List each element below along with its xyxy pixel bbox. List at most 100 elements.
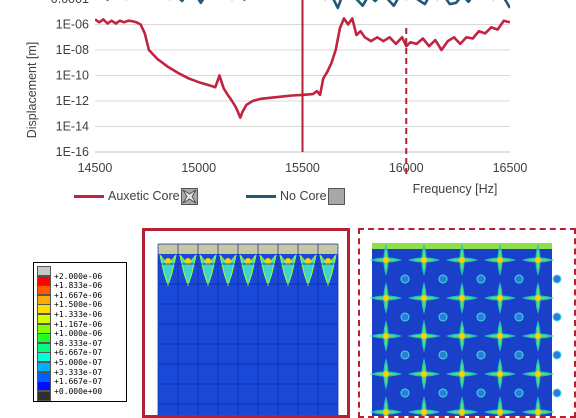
no-core-hotspot bbox=[497, 371, 503, 377]
frequency-markers bbox=[301, 0, 408, 178]
no-core-node bbox=[514, 312, 524, 322]
no-core-hotspot bbox=[383, 295, 389, 301]
colorbar-label: +1.667e-07 bbox=[54, 377, 103, 387]
colorbar-label: +5.000e-07 bbox=[54, 357, 103, 367]
no-core-hotspot bbox=[459, 257, 465, 263]
x-tick-label: 14500 bbox=[78, 161, 113, 175]
chart-legend: Auxetic Core No Core bbox=[74, 184, 374, 208]
colorbar-swatch bbox=[37, 275, 51, 286]
colorbar-label: +1.833e-06 bbox=[54, 281, 103, 291]
no-core-mode-lobe bbox=[483, 243, 517, 277]
no-core-node bbox=[514, 274, 524, 284]
colorbar-entry: +1.500e-06 bbox=[37, 294, 102, 309]
no-core-node bbox=[400, 388, 410, 398]
no-core-mode-lobe bbox=[445, 319, 479, 353]
no-core-node bbox=[476, 388, 486, 398]
colorbar-label: +6.667e-07 bbox=[54, 348, 103, 358]
colorbar-label: +3.333e-07 bbox=[54, 367, 103, 377]
colorbar-swatch bbox=[37, 342, 51, 353]
series-layer bbox=[95, 0, 510, 119]
no-core-mode-lobe bbox=[445, 243, 479, 277]
legend-line-auxetic bbox=[74, 194, 104, 198]
solid-core-icon bbox=[327, 187, 345, 205]
auxetic-top-surface bbox=[158, 244, 338, 254]
no-core-mode-lobe bbox=[369, 357, 403, 391]
no-core-hotspot bbox=[535, 409, 541, 415]
no-core-hotspot bbox=[535, 371, 541, 377]
no-core-mode-lobe bbox=[445, 281, 479, 315]
no-core-node bbox=[438, 388, 448, 398]
colorbar-entry: +2.000e-06 bbox=[37, 266, 102, 281]
colorbar-entry: +6.667e-07 bbox=[37, 342, 102, 357]
colorbar-swatch bbox=[37, 304, 51, 315]
no-core-mode-lobe bbox=[407, 243, 441, 277]
colorbar-entry: +3.333e-07 bbox=[37, 362, 102, 377]
auxetic-hotspot bbox=[185, 258, 191, 264]
auxetic-hotspot bbox=[205, 258, 211, 264]
no-core-node bbox=[552, 312, 562, 322]
no-core-node bbox=[438, 350, 448, 360]
no-core-mode-lobe bbox=[483, 357, 517, 391]
no-core-mode-lobe bbox=[369, 319, 403, 353]
no-core-node bbox=[476, 274, 486, 284]
auxetic-cell-highlight bbox=[179, 254, 197, 287]
colorbar-label: +1.667e-06 bbox=[54, 290, 103, 300]
no-core-hotspot bbox=[535, 333, 541, 339]
auxetic-cell-highlight bbox=[159, 254, 177, 287]
y-axis-title: Displacement [m] bbox=[25, 42, 39, 139]
colorbar-swatch bbox=[37, 314, 51, 324]
no-core-node bbox=[438, 274, 448, 284]
no-core-mode-lobe bbox=[369, 243, 403, 277]
no-core-node bbox=[400, 312, 410, 322]
colorbar-label: +8.333e-07 bbox=[54, 338, 103, 348]
legend-line-no-core bbox=[246, 194, 276, 198]
colorbar-swatch bbox=[37, 323, 51, 334]
no-core-node bbox=[552, 350, 562, 360]
no-core-hotspot bbox=[497, 333, 503, 339]
colorbar-label: +0.000e+00 bbox=[54, 386, 103, 396]
series-line-auxetic-core bbox=[95, 17, 510, 119]
no-core-mode-lobe bbox=[483, 319, 517, 353]
no-core-node bbox=[400, 274, 410, 284]
colorbar-entry: +1.667e-07 bbox=[37, 371, 102, 386]
colorbar-swatch bbox=[37, 371, 51, 382]
x-tick-label: 15000 bbox=[181, 161, 216, 175]
no-core-mode-lobe bbox=[407, 357, 441, 391]
x-axis-title: Frequency [Hz] bbox=[413, 182, 498, 196]
colorbar-entry: +0.000e+00 bbox=[37, 381, 102, 396]
no-core-mode-lobe bbox=[407, 319, 441, 353]
colorbar-entry: +1.833e-06 bbox=[37, 275, 102, 290]
auxetic-cell-highlight bbox=[259, 254, 277, 287]
colorbar-label: +1.500e-06 bbox=[54, 300, 103, 310]
auxetic-core-contour-panel bbox=[142, 228, 350, 418]
no-core-hotspot bbox=[421, 333, 427, 339]
y-tick-label: 1E-16 bbox=[56, 145, 89, 159]
colorbar-swatch bbox=[37, 333, 51, 344]
auxetic-contour-plot bbox=[157, 243, 339, 415]
colorbar-entry: +1.167e-06 bbox=[37, 314, 102, 329]
colorbar-entry: +8.333e-07 bbox=[37, 333, 102, 348]
colorbar-swatch bbox=[37, 294, 51, 305]
no-core-hotspot bbox=[535, 295, 541, 301]
no-core-hotspot bbox=[383, 409, 389, 415]
no-core-node bbox=[400, 350, 410, 360]
colorbar-swatch bbox=[37, 352, 51, 363]
x-tick-label: 16500 bbox=[493, 161, 528, 175]
no-core-mode-lobe bbox=[521, 281, 555, 315]
no-core-node bbox=[476, 312, 486, 322]
displacement-colorbar: +2.000e-06 +1.833e-06 +1.667e-06 +1.500e-06… bbox=[33, 262, 127, 402]
auxetic-cell-highlight bbox=[199, 254, 217, 287]
legend-item-no-core: No Core bbox=[246, 184, 345, 208]
colorbar-swatch bbox=[37, 266, 51, 276]
no-core-hotspot bbox=[383, 257, 389, 263]
auxetic-cell-highlight bbox=[299, 254, 317, 287]
no-core-mode-lobe bbox=[445, 357, 479, 391]
no-core-hotspot bbox=[421, 371, 427, 377]
no-core-hotspot bbox=[383, 371, 389, 377]
no-core-hotspot bbox=[459, 295, 465, 301]
no-core-node bbox=[438, 312, 448, 322]
no-core-hotspot bbox=[497, 409, 503, 415]
